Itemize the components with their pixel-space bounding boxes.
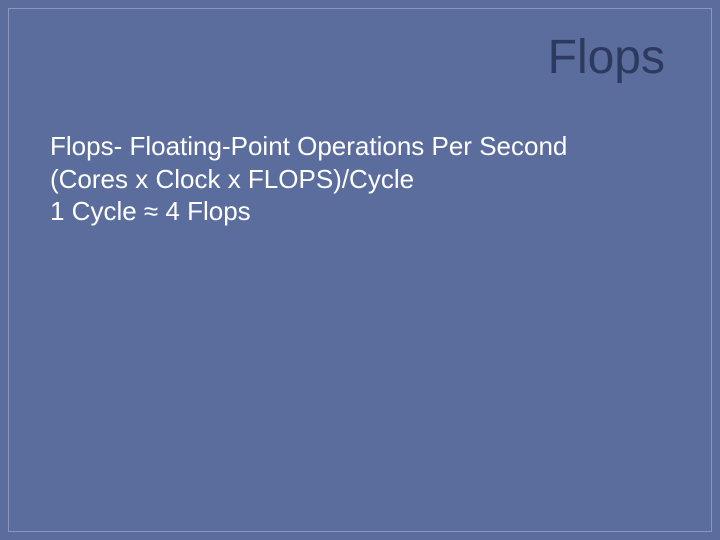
body-line: 1 Cycle ≈ 4 Flops (50, 195, 660, 228)
slide-body: Flops- Floating-Point Operations Per Sec… (50, 130, 660, 228)
body-line: Flops- Floating-Point Operations Per Sec… (50, 130, 660, 163)
slide: Flops Flops- Floating-Point Operations P… (0, 0, 720, 540)
slide-title: Flops (548, 30, 665, 85)
slide-border (8, 8, 712, 532)
body-line: (Cores x Clock x FLOPS)/Cycle (50, 163, 660, 196)
